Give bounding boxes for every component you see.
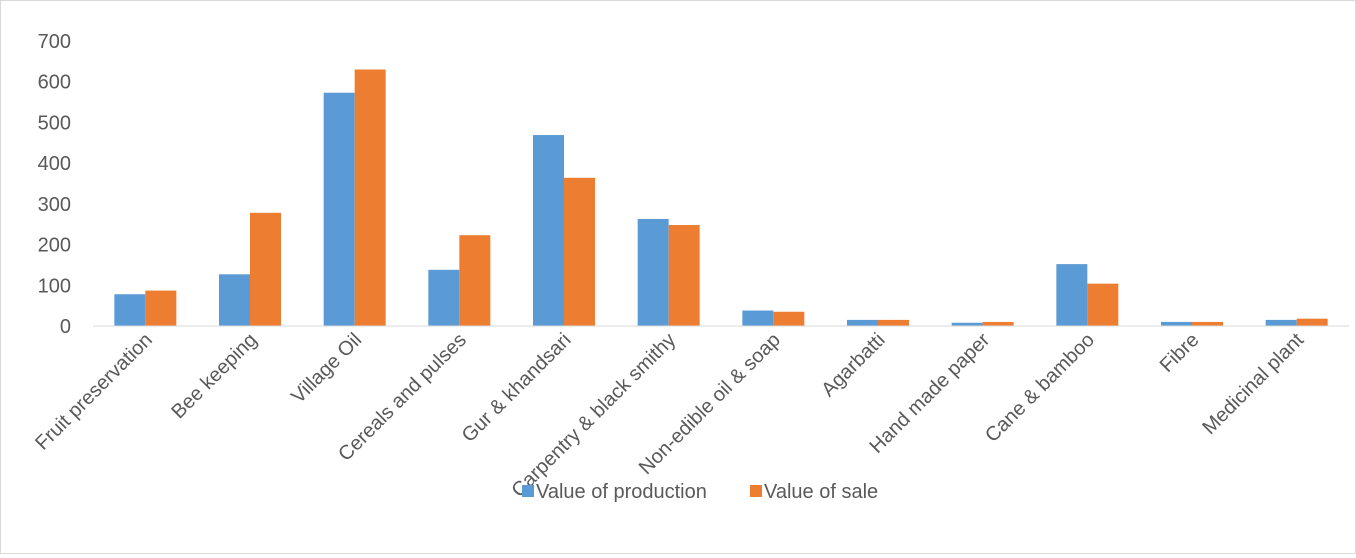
bar-value-of-sale [564, 177, 595, 326]
bar-value-of-production [1161, 321, 1192, 326]
bar-value-of-production [533, 135, 564, 326]
bar-value-of-production [637, 218, 669, 326]
x-tick-label: Village Oil [287, 329, 366, 408]
bar-value-of-production [742, 310, 774, 326]
x-tick-label: Cane & bamboo [981, 329, 1099, 447]
bar-value-of-production [219, 274, 250, 326]
bar-value-of-production [1056, 264, 1088, 326]
bar-value-of-production [323, 92, 355, 326]
bar-value-of-sale [145, 290, 177, 326]
bar-value-of-production [847, 319, 878, 326]
x-tick-label: Agarbatti [817, 329, 889, 401]
y-axis: 0 100 200 300 400 500 600 700 [38, 31, 71, 338]
bar-value-of-sale [773, 311, 805, 326]
y-tick-label: 400 [38, 153, 71, 175]
bar-value-of-production [951, 322, 983, 326]
y-tick-label: 700 [38, 31, 71, 53]
bar-value-of-sale [1296, 318, 1328, 326]
bar-value-of-sale [1192, 321, 1223, 326]
legend-label-value-of-sale: Value of sale [764, 481, 878, 503]
y-tick-label: 300 [38, 194, 71, 216]
y-tick-label: 0 [60, 316, 71, 338]
x-tick-label: Bee keeping [167, 329, 261, 423]
y-tick-label: 200 [38, 235, 71, 257]
x-tick-label: Gur & khandsari [458, 329, 576, 447]
x-tick-label: Fruit preservation [31, 329, 157, 455]
bar-value-of-production [428, 269, 460, 326]
x-axis: Fruit preservation Bee keeping Village Oil… [31, 329, 1308, 502]
bars-group [114, 69, 1328, 326]
bar-value-of-sale [668, 225, 700, 326]
bar-value-of-sale [250, 212, 281, 326]
legend: Value of production Value of sale [522, 481, 878, 503]
legend-swatch-value-of-production [522, 485, 534, 497]
legend-swatch-value-of-sale [750, 485, 762, 497]
x-tick-label: Medicinal plant [1198, 329, 1308, 439]
legend-label-value-of-production: Value of production [536, 481, 707, 503]
y-tick-label: 600 [38, 72, 71, 94]
bar-value-of-sale [354, 69, 386, 326]
y-tick-label: 100 [38, 275, 71, 297]
bar-value-of-production [114, 294, 146, 326]
bar-value-of-sale [982, 321, 1014, 326]
bar-value-of-sale [878, 319, 909, 326]
bar-value-of-sale [1087, 283, 1119, 326]
bar-value-of-production [1265, 319, 1297, 326]
y-tick-label: 500 [38, 112, 71, 134]
x-tick-label: Fibre [1156, 329, 1204, 377]
bar-value-of-sale [459, 235, 491, 326]
